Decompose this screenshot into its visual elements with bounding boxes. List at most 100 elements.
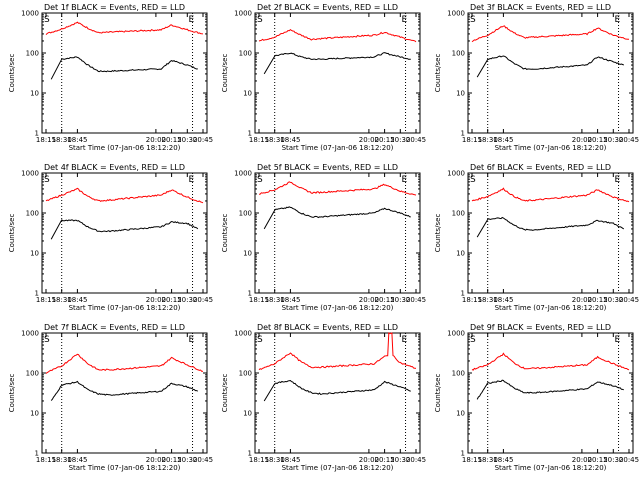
end-marker-label: E	[189, 335, 195, 345]
start-marker-label: S	[470, 15, 476, 25]
panel-1: Det 1f BLACK = Events, RED = LLD 1 10 100 10…	[8, 3, 213, 152]
panel-title: Det 2f BLACK = Events, RED = LLD	[257, 3, 398, 12]
x-tick-label: 18:45	[493, 456, 513, 464]
y-tick-label: 100	[239, 370, 252, 378]
events-series-line	[476, 379, 624, 400]
x-tick-label: 18:45	[280, 136, 300, 144]
x-tick-label: 18:30	[265, 296, 285, 304]
y-tick-label: 1000	[234, 170, 252, 178]
y-tick-label: 100	[26, 370, 39, 378]
y-tick-label: 100	[452, 50, 465, 58]
x-tick-label: 20:15	[375, 296, 395, 304]
x-axis-label: Start Time (07-Jan-06 18:12:20)	[69, 144, 181, 152]
y-tick-label: 100	[239, 50, 252, 58]
x-axis-label: Start Time (07-Jan-06 18:12:20)	[282, 464, 394, 472]
x-tick-label: 20:30	[603, 456, 623, 464]
x-tick-label: 18:30	[52, 456, 72, 464]
panel-5: Det 5f BLACK = Events, RED = LLD 1 10 100 10…	[221, 163, 426, 312]
x-tick-label: 20:45	[619, 296, 639, 304]
x-tick-label: 20:45	[619, 136, 639, 144]
start-marker-label: S	[257, 175, 263, 185]
x-tick-label: 20:15	[375, 136, 395, 144]
x-axis-label: Start Time (07-Jan-06 18:12:20)	[495, 144, 607, 152]
lld-series-line	[258, 181, 417, 196]
y-tick-label: 100	[239, 210, 252, 218]
start-marker-label: S	[470, 335, 476, 345]
x-tick-label: 18:45	[67, 456, 87, 464]
end-marker-label: E	[615, 175, 621, 185]
panel-title: Det 1f BLACK = Events, RED = LLD	[44, 3, 185, 12]
x-tick-label: 18:15	[36, 136, 56, 144]
x-tick-label: 18:30	[265, 136, 285, 144]
end-marker-label: E	[189, 15, 195, 25]
y-tick-label: 1	[248, 130, 252, 138]
x-tick-label: 20:45	[193, 136, 213, 144]
y-tick-label: 10	[456, 90, 465, 98]
x-tick-label: 20:15	[375, 456, 395, 464]
y-tick-label: 10	[243, 250, 252, 258]
x-tick-label: 20:45	[406, 136, 426, 144]
end-marker-label: E	[615, 335, 621, 345]
lld-series-line	[45, 353, 204, 374]
plot-frame	[41, 12, 208, 134]
y-axis-label: Counts/sec	[221, 214, 229, 253]
y-tick-label: 100	[452, 210, 465, 218]
panel-title: Det 3f BLACK = Events, RED = LLD	[470, 3, 611, 12]
end-marker-label: E	[402, 175, 408, 185]
x-tick-label: 20:15	[162, 136, 182, 144]
events-series-line	[476, 55, 624, 78]
x-axis-label: Start Time (07-Jan-06 18:12:20)	[282, 304, 394, 312]
events-series-line	[476, 216, 625, 238]
y-tick-label: 1000	[447, 330, 465, 338]
x-axis-label: Start Time (07-Jan-06 18:12:20)	[282, 144, 394, 152]
y-tick-label: 10	[30, 250, 39, 258]
panel-7: Det 7f BLACK = Events, RED = LLD 1 10 100 10…	[8, 323, 213, 472]
panel-3: Det 3f BLACK = Events, RED = LLD 1 10 100 10…	[434, 3, 639, 152]
x-tick-label: 18:15	[462, 296, 482, 304]
y-tick-label: 1	[461, 290, 465, 298]
x-tick-label: 18:15	[249, 296, 269, 304]
y-tick-label: 100	[26, 210, 39, 218]
x-axis-label: Start Time (07-Jan-06 18:12:20)	[69, 304, 181, 312]
x-tick-label: 18:45	[280, 296, 300, 304]
x-tick-label: 20:30	[390, 296, 410, 304]
y-axis-label: Counts/sec	[221, 374, 229, 413]
y-tick-label: 10	[243, 90, 252, 98]
end-marker-label: E	[402, 335, 408, 345]
x-tick-label: 20:00	[359, 296, 379, 304]
x-tick-label: 18:15	[249, 136, 269, 144]
y-axis-label: Counts/sec	[8, 374, 16, 413]
start-marker-label: S	[257, 335, 263, 345]
x-tick-label: 18:45	[493, 136, 513, 144]
x-tick-label: 20:30	[603, 136, 623, 144]
x-tick-label: 20:15	[588, 136, 608, 144]
x-tick-label: 18:30	[265, 456, 285, 464]
x-tick-label: 20:30	[603, 296, 623, 304]
panel-4: Det 4f BLACK = Events, RED = LLD 1 10 100 10…	[8, 163, 213, 312]
panel-title: Det 8f BLACK = Events, RED = LLD	[257, 323, 398, 332]
plot-frame	[254, 332, 421, 454]
plot-frame	[41, 332, 208, 454]
x-tick-label: 20:30	[390, 136, 410, 144]
x-tick-label: 18:15	[36, 296, 56, 304]
panel-9: Det 9f BLACK = Events, RED = LLD 1 10 100 10…	[434, 323, 639, 472]
lld-series-line	[45, 187, 204, 204]
x-tick-label: 20:00	[146, 136, 166, 144]
x-tick-label: 18:45	[280, 456, 300, 464]
y-axis-label: Counts/sec	[434, 54, 442, 93]
y-tick-label: 100	[452, 370, 465, 378]
panel-title: Det 9f BLACK = Events, RED = LLD	[470, 323, 611, 332]
y-tick-label: 1	[248, 450, 252, 458]
x-tick-label: 20:30	[177, 456, 197, 464]
y-tick-label: 10	[243, 410, 252, 418]
y-tick-label: 1	[35, 450, 39, 458]
x-tick-label: 18:30	[52, 136, 72, 144]
y-tick-label: 10	[456, 250, 465, 258]
x-tick-label: 18:30	[478, 136, 498, 144]
y-tick-label: 1000	[21, 170, 39, 178]
end-marker-label: E	[615, 15, 621, 25]
panel-8: Det 8f BLACK = Events, RED = LLD 1 10 100 10…	[221, 323, 426, 472]
x-tick-label: 20:45	[193, 296, 213, 304]
y-axis-label: Counts/sec	[221, 54, 229, 93]
